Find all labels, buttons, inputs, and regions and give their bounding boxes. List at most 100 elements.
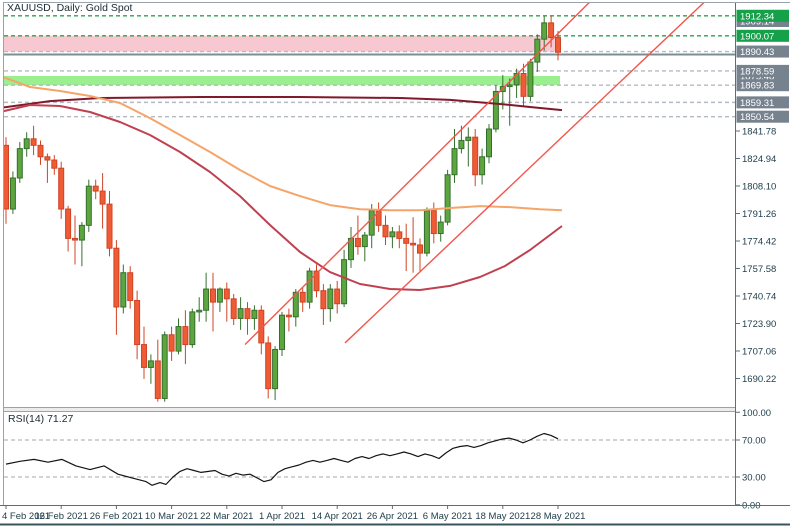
candle [230,293,237,325]
candle [216,287,223,312]
candle [251,305,258,330]
svg-text:1878.59: 1878.59 [740,66,774,77]
candle [30,125,37,156]
candle [354,215,361,255]
svg-text:1890.43: 1890.43 [740,47,774,58]
candle [37,140,44,165]
candle [23,132,30,157]
date-tick-label: 18 May 2021 [475,511,530,522]
svg-text:1875.48: 1875.48 [740,71,774,82]
candle [65,205,72,252]
price-level-badge: 1850.54 [736,110,789,123]
candle [244,302,251,335]
candle [72,215,78,265]
candle [520,63,527,107]
rsi-line [5,432,559,486]
candle [327,284,334,322]
candle [203,272,210,322]
candle [9,171,16,214]
candle [196,297,203,322]
candle [51,155,58,175]
candle [334,280,341,314]
candle [306,267,313,309]
price-tick-label: 1690.22 [742,374,776,385]
candle [4,137,9,224]
rsi-tick-label: 100.00 [742,408,771,419]
candle [410,217,417,273]
candle [154,339,161,402]
candle [527,58,534,102]
candle [555,31,561,61]
date-tick-label: 6 May 2021 [423,511,473,522]
candle [465,127,472,167]
candle [472,129,479,187]
panel-splitter[interactable] [3,407,735,412]
date-tick-label: 4 Feb 2021 [2,511,50,522]
svg-text:1859.31: 1859.31 [740,98,774,109]
candle [92,179,99,200]
candle [272,346,279,401]
trendline-ascending-channel-lower [344,3,705,344]
date-tick-label: 16 Feb 2021 [35,511,88,522]
price-band-support-zone [4,75,560,86]
candle [299,287,306,312]
price-tick-label: 1824.94 [742,154,776,165]
candle [444,169,451,226]
ma-mid-crimson-line [4,104,563,291]
rsi-panel[interactable] [4,432,735,486]
candle [134,290,141,360]
candle [44,153,51,183]
candle [486,124,492,164]
candle [396,225,403,249]
candle [189,308,196,348]
trendline-ascending-channel-upper [244,3,590,346]
price-level-badge: 1900.07 [736,29,789,42]
chart-symbol-title: XAUUSD, Daily: Gold Spot [7,2,133,14]
candle [313,264,320,298]
candle [106,191,113,257]
candle [120,264,127,314]
price-tick-label: 1723.90 [742,319,776,330]
candle [513,68,520,98]
price-tick-label: 1757.58 [742,264,776,275]
candle [285,308,292,332]
candle [479,148,486,185]
candle [78,222,85,267]
candle [99,173,106,229]
candle [16,142,23,183]
candle [534,34,541,72]
ma-fast-orange-line [4,76,563,212]
candle [292,289,299,327]
candle [382,215,389,245]
candle [417,238,423,272]
date-tick-label: 1 Apr 2021 [259,511,305,522]
candle [279,311,285,356]
candle [423,207,430,257]
candle [223,282,230,322]
candle [265,336,272,399]
candle [403,223,410,272]
svg-text:1909.14: 1909.14 [740,17,774,28]
date-tick-label: 22 Mar 2021 [200,511,253,522]
price-tick-label: 1791.26 [742,209,776,220]
svg-text:1912.34: 1912.34 [740,11,774,22]
svg-text:1850.54: 1850.54 [740,112,774,123]
candle [451,129,458,183]
candle [237,297,244,330]
price-level-badge: 1890.43 [736,45,789,58]
candle [161,331,168,402]
price-tick-label: 1707.06 [742,346,776,357]
main-price-panel[interactable] [0,0,735,402]
ma-slow-maroon-line [4,96,563,112]
date-tick-label: 14 Apr 2021 [312,511,363,522]
candle [58,161,65,219]
price-axis[interactable]: 1841.78 1824.94 1808.10 1791.26 1774.42 1757.… [735,2,789,511]
candle [541,16,548,51]
candle [85,179,92,232]
candle [368,204,375,249]
price-band-resistance-zone [4,35,560,52]
candle [175,318,182,355]
